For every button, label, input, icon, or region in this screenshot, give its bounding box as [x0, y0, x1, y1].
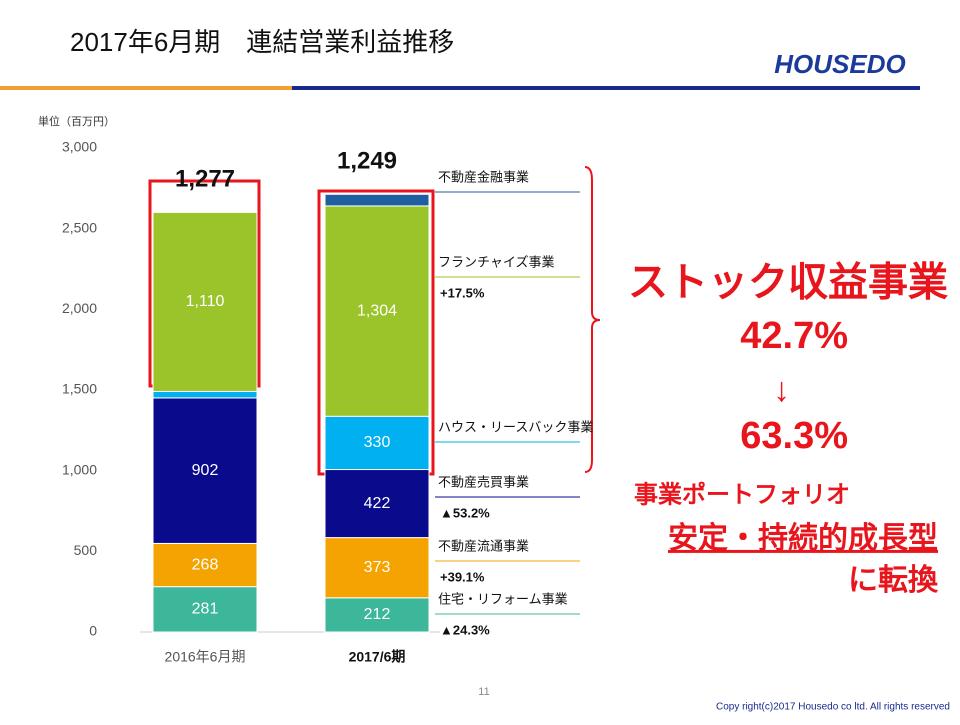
title-rule-blue [292, 86, 920, 90]
callout-note: に転換 [848, 564, 939, 597]
bar-segment [324, 597, 430, 633]
page-number: 11 [478, 686, 489, 698]
change-label: +39.1% [440, 569, 485, 584]
y-tick-label: 2,000 [62, 300, 97, 316]
x-tick-label: 2017/6期 [349, 649, 406, 665]
total-label: 1,249 [337, 148, 397, 175]
bar-segment [152, 211, 258, 392]
y-tick-label: 500 [74, 542, 98, 558]
copyright: Copy right(c)2017 Housedo co ltd. All ri… [716, 702, 950, 713]
data-label: 330 [364, 434, 391, 451]
slide-title: 2017年6月期 連結営業利益推移 [70, 27, 454, 57]
data-label: 281 [192, 601, 219, 618]
bar-segment [152, 542, 258, 588]
y-tick-label: 3,000 [62, 139, 97, 155]
data-label: 1,304 [357, 302, 397, 319]
title-rule-orange [0, 86, 292, 90]
data-label: 268 [192, 556, 219, 573]
bracket [584, 166, 601, 473]
callout-arrow: ↓ [773, 371, 790, 409]
change-label: ▲53.2% [440, 505, 490, 520]
bar-segment [324, 469, 430, 539]
data-label: 373 [364, 559, 391, 576]
bar-segment [152, 397, 258, 544]
callout-from: 42.7% [740, 315, 848, 357]
callout-note: 事業ポートフォリオ [634, 480, 850, 508]
legend-label: フランチャイズ事業 [438, 254, 554, 269]
y-tick-label: 1,000 [62, 461, 97, 477]
bar-segment [324, 205, 430, 417]
data-label: 1,110 [186, 293, 225, 310]
callout-heading: ストック収益事業 [628, 261, 948, 305]
legend-label: 不動産売買事業 [438, 474, 529, 489]
x-tick-label: 2016年6月期 [165, 649, 246, 665]
callout-to: 63.3% [740, 415, 848, 457]
legend-label: 不動産金融事業 [438, 169, 529, 184]
y-tick-label: 1,500 [62, 381, 97, 397]
data-label: 422 [364, 495, 391, 512]
legend-label: ハウス・リースバック事業 [438, 419, 593, 434]
legend-label: 不動産流通事業 [438, 538, 529, 553]
data-label: 902 [192, 462, 219, 479]
change-label: +17.5% [440, 285, 485, 300]
bar-segment [324, 537, 430, 599]
total-label: 1,277 [175, 166, 235, 193]
y-tick-label: 2,500 [62, 219, 97, 235]
change-label: ▲24.3% [440, 622, 490, 637]
legend-label: 住宅・リフォーム事業 [438, 591, 568, 606]
data-label: 212 [364, 606, 391, 623]
y-tick-label: 0 [89, 623, 97, 639]
bar-segment [152, 390, 258, 399]
bar-segment [152, 586, 258, 633]
logo: HOUSEDO [774, 49, 905, 79]
callout-note: 安定・持続的成長型 [668, 521, 938, 555]
bar-segment [324, 193, 430, 207]
unit-label: 単位（百万円） [38, 114, 115, 128]
callout: ストック収益事業 42.7% ↓ 63.3% 事業ポートフォリオ 安定・持続的成… [628, 261, 948, 597]
